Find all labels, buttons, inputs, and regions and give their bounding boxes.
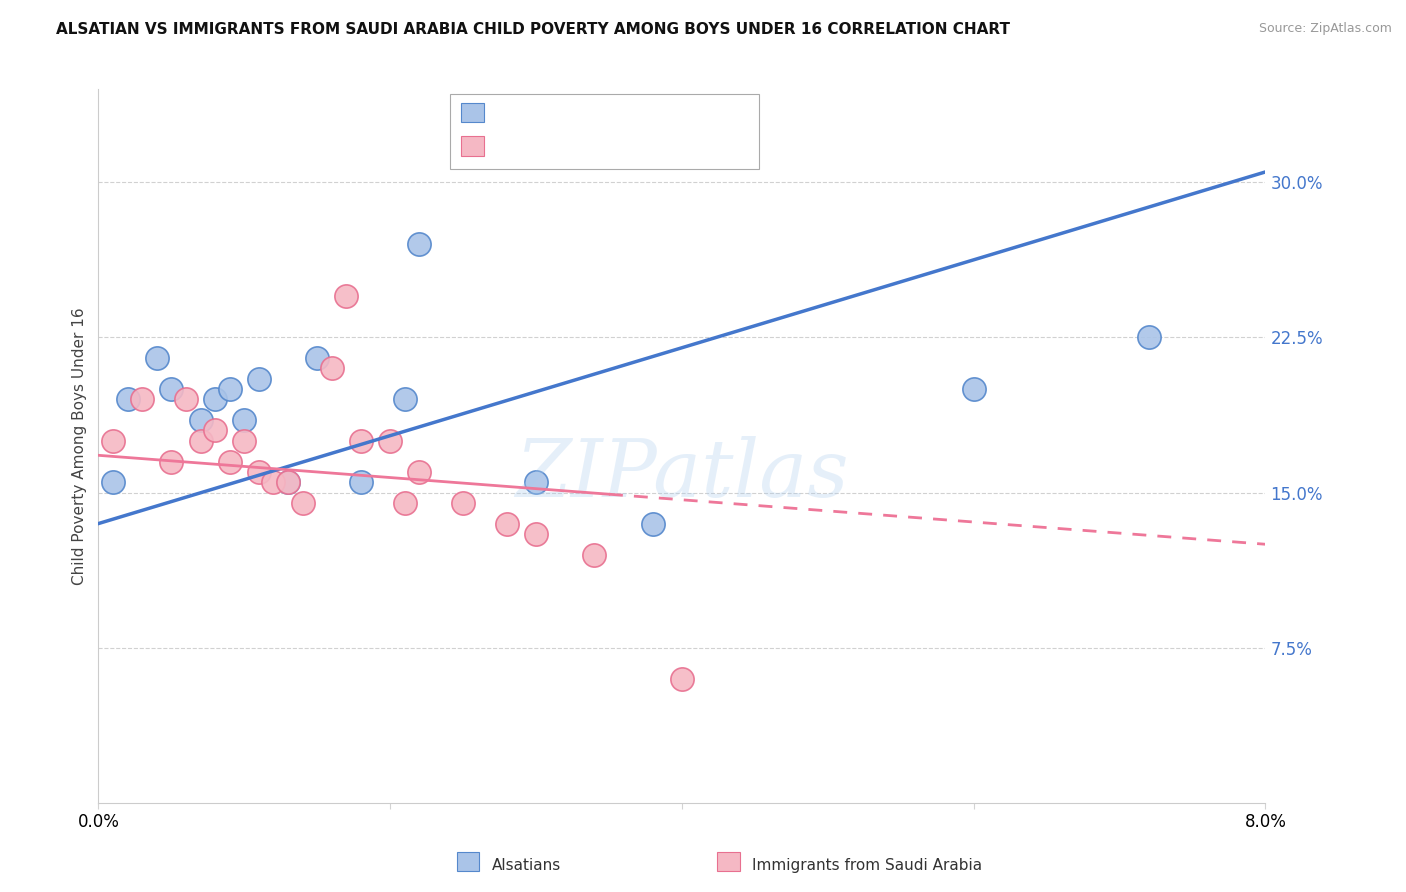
Point: [117, 392, 139, 407]
Point: [146, 351, 169, 365]
Point: [1137, 330, 1160, 344]
Point: [583, 548, 606, 562]
Point: [641, 516, 664, 531]
Point: [131, 392, 153, 407]
Text: 18: 18: [647, 109, 668, 124]
Point: [394, 496, 416, 510]
Text: -0.076: -0.076: [534, 143, 589, 158]
Point: [190, 413, 212, 427]
Point: [524, 475, 547, 490]
Point: [233, 434, 256, 448]
Text: 0.540: 0.540: [534, 109, 582, 124]
Point: [378, 434, 402, 448]
Point: [218, 454, 240, 468]
Point: [190, 434, 212, 448]
Point: [277, 475, 299, 490]
Point: [101, 475, 124, 490]
Point: [524, 527, 547, 541]
Text: 23: 23: [647, 143, 668, 158]
Point: [962, 382, 984, 396]
Point: [247, 465, 270, 479]
Point: [307, 351, 329, 365]
Text: N =: N =: [605, 143, 634, 158]
Point: [233, 413, 256, 427]
Point: [291, 496, 314, 510]
Point: [218, 382, 240, 396]
Point: [350, 434, 373, 448]
Point: [408, 465, 430, 479]
Point: [496, 516, 519, 531]
Text: Source: ZipAtlas.com: Source: ZipAtlas.com: [1258, 22, 1392, 36]
Text: N =: N =: [605, 109, 634, 124]
Text: Alsatians: Alsatians: [492, 858, 561, 873]
Point: [394, 392, 416, 407]
Point: [160, 454, 183, 468]
Point: [451, 496, 474, 510]
Point: [408, 237, 430, 252]
Y-axis label: Child Poverty Among Boys Under 16: Child Poverty Among Boys Under 16: [72, 307, 87, 585]
Point: [350, 475, 373, 490]
Text: Immigrants from Saudi Arabia: Immigrants from Saudi Arabia: [752, 858, 983, 873]
Point: [321, 361, 343, 376]
Point: [174, 392, 197, 407]
Point: [204, 392, 226, 407]
Point: [277, 475, 299, 490]
Point: [160, 382, 183, 396]
Text: ALSATIAN VS IMMIGRANTS FROM SAUDI ARABIA CHILD POVERTY AMONG BOYS UNDER 16 CORRE: ALSATIAN VS IMMIGRANTS FROM SAUDI ARABIA…: [56, 22, 1011, 37]
Point: [101, 434, 124, 448]
Point: [671, 672, 693, 686]
Point: [204, 424, 226, 438]
Point: [335, 289, 357, 303]
Text: ZIPatlas: ZIPatlas: [515, 436, 849, 513]
Text: R =: R =: [496, 143, 524, 158]
Text: R =: R =: [496, 109, 524, 124]
Point: [262, 475, 284, 490]
Point: [247, 372, 270, 386]
